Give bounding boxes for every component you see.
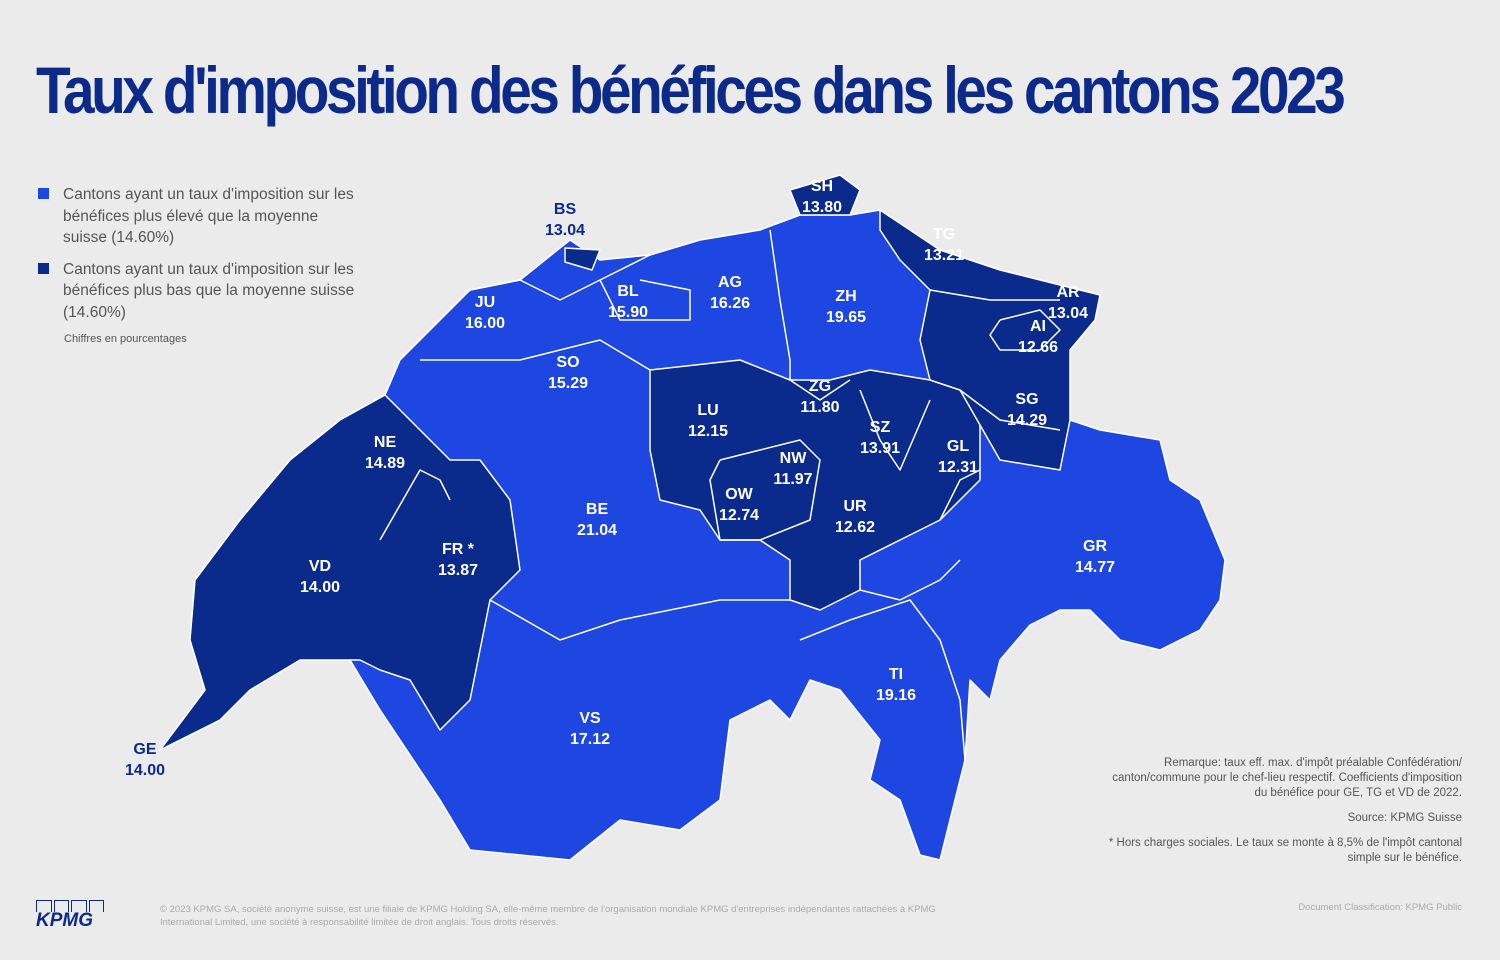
canton-label-be: BE 21.04 [576,501,618,539]
page-title: Taux d'imposition des bénéfices dans les… [36,53,1346,127]
canton-label-tg: TG 13.21 [923,226,965,264]
legend: Cantons ayant un taux d'imposition sur l… [38,184,358,345]
canton-label-vs: VS 17.12 [569,710,611,748]
footer-copyright: © 2023 KPMG SA, société anonyme suisse, … [160,904,936,928]
canton-label-sz: SZ 13.91 [859,419,901,457]
remark-footnote: * Hors charges sociales. Le taux se mont… [1108,837,1462,864]
canton-label-ar: AR 13.04 [1047,284,1089,322]
canton-label-bs: BS 13.04 [544,201,586,239]
canton-label-lu: LU 12.15 [687,402,729,440]
canton-label-sg: SG 14.29 [1006,391,1048,429]
canton-label-ti: TI 19.16 [875,666,917,704]
canton-label-gl: GL 12.31 [937,438,979,476]
region-central-below [649,359,981,611]
legend-note: Chiffres en pourcentages [64,333,187,345]
canton-label-fr: FR * 13.87 [437,541,479,579]
legend-swatch-below [38,262,49,274]
region-sh-below [789,174,861,216]
kpmg-logo: KPMG [36,900,104,930]
canton-label-vd: VD 14.00 [299,558,341,596]
legend-swatch-above [38,188,49,199]
canton-label-ju: JU 16.00 [464,294,506,332]
legend-item-below: Cantons ayant un taux d'imposition sur l… [38,259,358,324]
canton-label-nw: NW 11.97 [773,450,813,488]
canton-label-ne: NE 14.89 [364,434,406,472]
legend-label-below: Cantons ayant un taux d'imposition sur l… [63,260,355,321]
canton-label-ur: UR 12.62 [834,498,876,536]
region-west-below [159,394,521,751]
remark-note: Remarque: taux eff. max. d'impôt préalab… [1112,757,1462,799]
document-classification: Document Classification: KPMG Public [1298,902,1462,913]
canton-label-gr: GR 14.77 [1074,538,1116,576]
canton-label-ai: AI 12.66 [1017,318,1059,356]
region-bs-below [564,247,601,271]
region-east-below [879,209,1101,471]
legend-item-above: Cantons ayant un taux d'imposition sur l… [38,184,358,249]
remarks: Remarque: taux eff. max. d'impôt préalab… [1102,756,1462,876]
canton-label-so: SO 15.29 [547,354,589,392]
remark-source: Source: KPMG Suisse [1347,812,1462,824]
canton-label-sh: SH 13.80 [801,178,843,216]
canton-label-zh: ZH 19.65 [825,288,867,326]
canton-label-bl: BL 15.90 [607,283,649,321]
legend-label-above: Cantons ayant un taux d'imposition sur l… [63,186,354,246]
canton-label-zg: ZG 11.80 [800,378,840,416]
canton-label-ow: OW 12.74 [718,486,760,524]
canton-label-ge: GE 14.00 [124,741,166,779]
canton-label-ag: AG 16.26 [709,274,751,312]
